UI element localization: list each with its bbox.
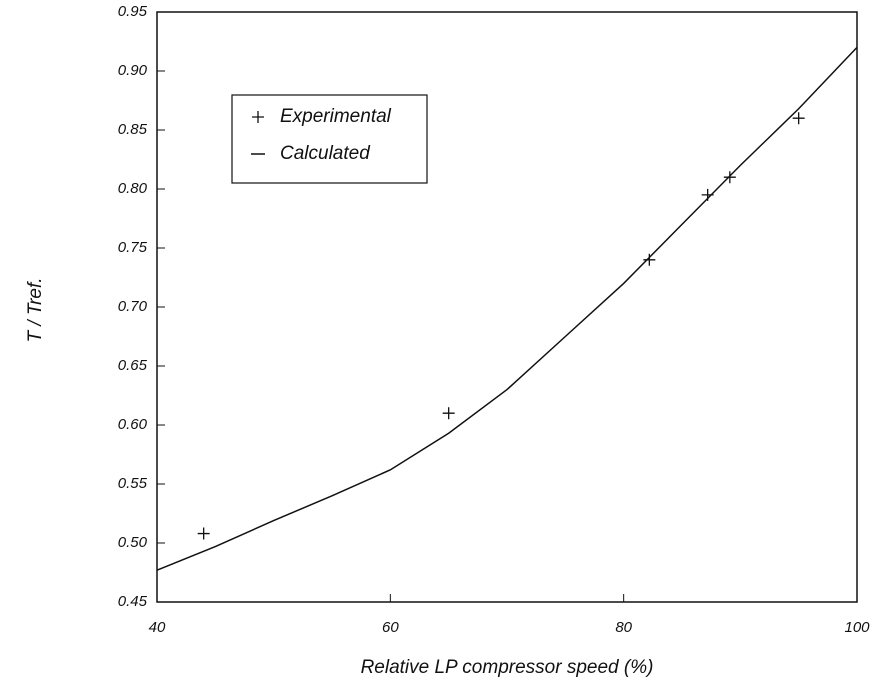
y-tick-label: 0.55 (118, 475, 148, 492)
y-tick-label: 0.85 (118, 121, 148, 138)
marker (643, 253, 656, 266)
y-tick-label: 0.45 (118, 593, 148, 610)
y-tick-label: 0.75 (118, 239, 148, 256)
y-tick-label: 0.70 (118, 298, 148, 315)
y-tick-label: 0.60 (118, 416, 148, 433)
y-tick-label: 0.80 (118, 180, 148, 197)
y-tick-label: 0.65 (118, 357, 148, 374)
y-tick-label: 0.50 (118, 534, 148, 551)
marker (442, 407, 455, 420)
x-tick-label: 40 (149, 619, 166, 636)
y-axis-label: T / Tref. (25, 277, 46, 342)
y-tick-label: 0.95 (118, 3, 148, 20)
legend-marker (252, 111, 264, 123)
legend-label: Experimental (280, 106, 392, 127)
legend-box (231, 94, 428, 184)
x-axis-label: Relative LP compressor speed (%) (361, 657, 654, 678)
marker (197, 527, 210, 540)
marker (723, 171, 736, 184)
x-tick-label: 80 (615, 619, 632, 636)
x-tick-label: 60 (382, 619, 399, 636)
marker (792, 112, 805, 125)
legend-label: Calculated (280, 143, 371, 164)
line (156, 46, 858, 571)
x-tick-label: 100 (844, 619, 870, 636)
y-tick-label: 0.90 (118, 62, 148, 79)
